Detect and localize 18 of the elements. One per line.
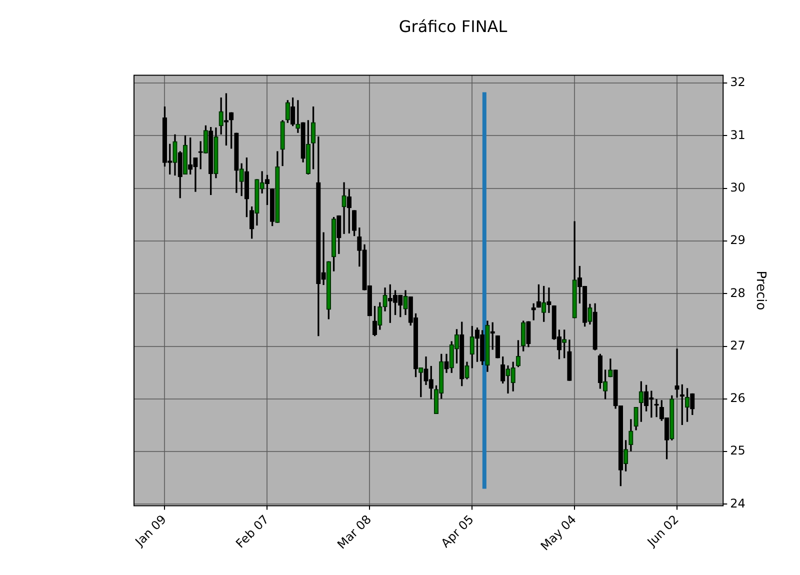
- x-tick-label: Mar 08: [334, 512, 374, 552]
- y-tick-label: 30: [730, 180, 746, 194]
- chart-title: Gráfico FINAL: [398, 16, 508, 36]
- y-tick-label: 32: [730, 75, 746, 90]
- y-tick-label: 24: [730, 496, 746, 510]
- candlestick: [546, 288, 552, 313]
- x-tick-label: Jun 02: [644, 512, 682, 550]
- x-tick-label: Jan 09: [132, 512, 170, 550]
- y-tick-label: 29: [730, 233, 746, 248]
- y-tick-label: 26: [730, 391, 746, 406]
- candlestick: [674, 348, 680, 398]
- y-tick-label: 28: [730, 286, 746, 300]
- y-tick-label: 31: [730, 128, 746, 142]
- x-tick-label: Apr 05: [438, 512, 476, 550]
- y-tick-label: 25: [730, 444, 746, 458]
- x-tick-label: Feb 07: [233, 512, 272, 551]
- y-tick-label: 27: [730, 338, 746, 352]
- y-axis-title: Precio: [752, 270, 768, 310]
